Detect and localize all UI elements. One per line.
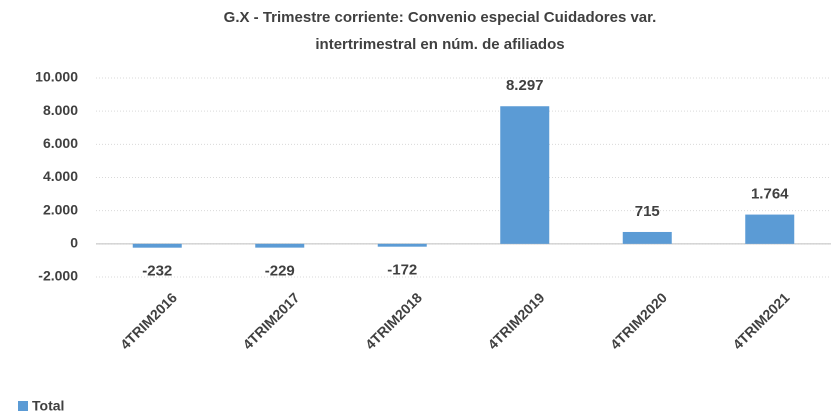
y-tick-label: 2.000 xyxy=(43,201,78,217)
y-tick-label: 0 xyxy=(70,235,78,251)
bar xyxy=(255,243,305,248)
data-label: -229 xyxy=(265,263,295,280)
legend-swatch xyxy=(18,401,28,411)
data-label: -232 xyxy=(142,263,172,280)
x-tick-label: 4TRIM2018 xyxy=(362,289,425,352)
chart-title: G.X - Trimestre corriente: Convenio espe… xyxy=(224,9,657,26)
y-tick-label: -2.000 xyxy=(38,268,78,284)
data-label: -172 xyxy=(387,262,417,279)
x-tick-label: 4TRIM2019 xyxy=(484,289,547,352)
chart-title: intertrimestral en núm. de afiliados xyxy=(315,36,564,53)
legend-label: Total xyxy=(32,398,64,414)
y-tick-label: 6.000 xyxy=(43,135,78,151)
x-tick-label: 4TRIM2020 xyxy=(607,289,670,352)
bar xyxy=(132,243,182,248)
data-label: 8.297 xyxy=(506,77,544,94)
y-tick-label: 4.000 xyxy=(43,168,78,184)
bar xyxy=(745,214,795,244)
data-label: 1.764 xyxy=(751,186,789,203)
x-tick-label: 4TRIM2021 xyxy=(729,289,792,352)
bar xyxy=(500,106,550,244)
data-label: 715 xyxy=(635,203,660,220)
bar xyxy=(622,231,672,244)
bar xyxy=(377,243,427,247)
y-tick-label: 8.000 xyxy=(43,102,78,118)
x-tick-label: 4TRIM2017 xyxy=(239,289,302,352)
y-tick-label: 10.000 xyxy=(35,69,78,85)
x-tick-label: 4TRIM2016 xyxy=(117,289,180,352)
